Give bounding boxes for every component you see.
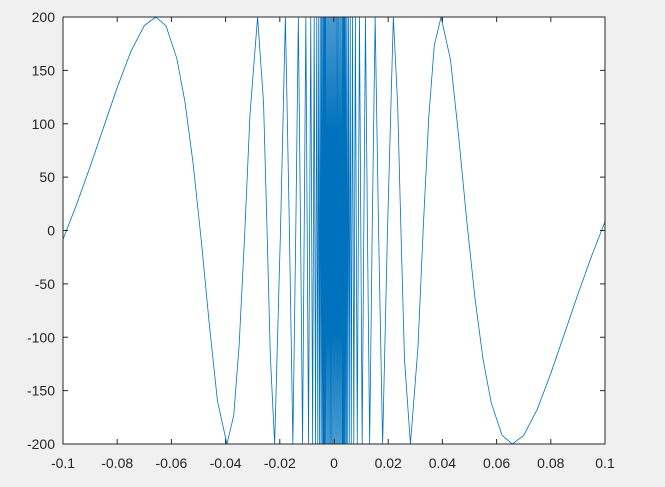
y-tick-label: -100	[27, 329, 55, 345]
x-tick-label: 0.08	[537, 455, 564, 471]
x-tick-label: -0.02	[264, 455, 296, 471]
y-tick-label: -50	[35, 276, 55, 292]
x-tick-label: 0.06	[483, 455, 510, 471]
x-tick-label: -0.1	[51, 455, 75, 471]
y-tick-label: 50	[39, 169, 55, 185]
y-tick-label: 0	[47, 223, 55, 239]
y-tick-label: 150	[32, 62, 56, 78]
x-tick-label: 0	[330, 455, 338, 471]
y-tick-label: 100	[32, 116, 56, 132]
x-tick-label: -0.06	[155, 455, 187, 471]
x-tick-label: 0.02	[375, 455, 402, 471]
y-tick-label: -150	[27, 383, 55, 399]
data-line	[62, 16, 606, 445]
x-tick-label: 0.04	[429, 455, 456, 471]
y-tick-label: -200	[27, 436, 55, 452]
y-tick-label: 200	[32, 9, 56, 25]
x-tick-label: 0.1	[595, 455, 615, 471]
x-tick-label: -0.04	[210, 455, 242, 471]
x-tick-label: -0.08	[101, 455, 133, 471]
